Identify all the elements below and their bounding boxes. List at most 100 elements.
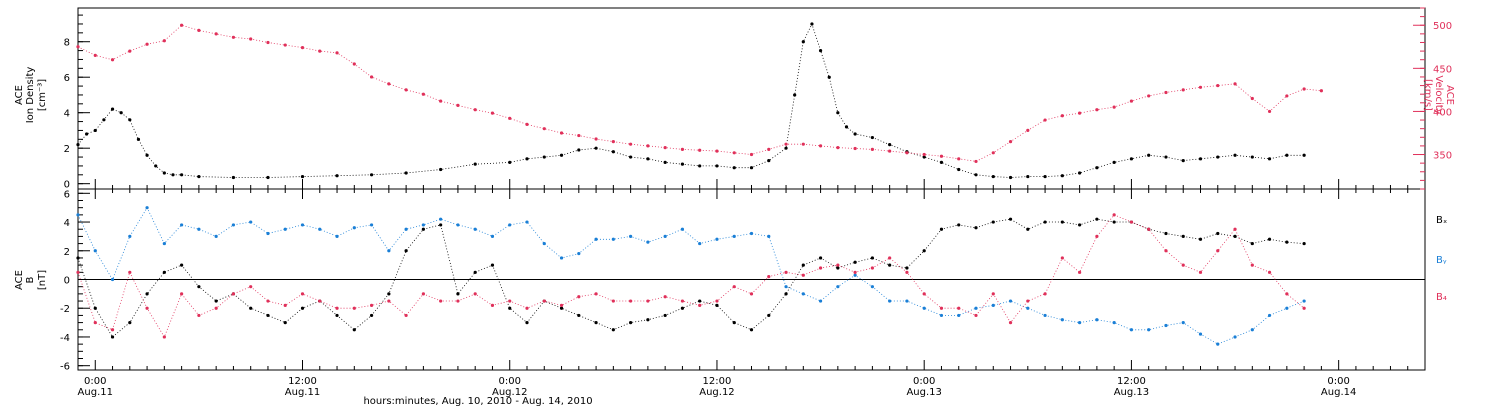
velocity-pink-point [93,53,97,58]
field-Bz-point [214,306,218,310]
field-By-point [801,292,805,296]
density-black-point [1112,160,1116,164]
velocity-pink-point [663,146,667,150]
field-Bx-point [888,263,892,267]
field-By-point [76,213,80,217]
field-Bz-point [836,263,840,267]
field-By-point [439,217,443,221]
density-black-point [957,167,961,172]
legend-bz: B₄ [1436,292,1447,303]
velocity-pink-point [318,49,322,53]
field-Bx-point [1216,231,1220,236]
velocity-pink-point [715,149,719,153]
data-points [76,22,1323,346]
field-Bz-point [663,295,667,299]
field-Bz-point [93,320,97,325]
density-black-point [1078,171,1082,175]
velocity-pink-point [214,32,218,36]
bottom-left-tick-label: 0 [64,276,70,287]
field-Bz-point [957,306,961,310]
velocity-pink-point [1285,94,1289,98]
velocity-pink-point [369,75,374,79]
field-By-point [922,306,926,310]
bottom-left-tick-label: 6 [64,189,70,200]
field-By-point [318,227,322,231]
field-By-point [784,285,788,289]
density-black-point [119,111,123,115]
time-tick-label: 0:00 [1327,376,1349,387]
density-black-point [525,157,529,161]
velocity-pink-point [1095,108,1099,112]
field-Bx-point [1250,241,1254,246]
field-By-point [525,220,529,224]
field-Bx-point [922,249,926,253]
density-black-point [1302,153,1306,157]
time-tick-label: 0:00 [84,376,106,387]
field-By-point [991,303,995,307]
field-Bx-point [594,320,598,325]
field-Bz-point [162,335,166,339]
top-left-axis-label-line2: Ion Density [25,67,36,124]
velocity-pink-point [974,159,978,164]
velocity-pink-point [110,58,115,62]
velocity-pink-point [853,146,857,151]
field-By-point [1078,320,1082,325]
field-Bz-point [629,299,633,303]
density-black-point [594,146,598,150]
field-By-point [490,234,495,239]
bottom-left-tick-label: -2 [60,304,70,315]
density-black-point [1008,175,1013,180]
field-By-point [473,227,477,231]
field-Bx-point [870,256,874,260]
velocity-pink-point [732,151,736,155]
field-By-point [421,223,425,227]
top-left-tick-label: 6 [64,73,70,84]
top-left-tick-label: 8 [64,38,70,49]
field-Bx-point [473,270,477,274]
field-By-point [732,234,736,239]
field-Bx-point [1060,220,1064,224]
field-Bx-point [680,306,685,310]
field-By-point [300,223,305,227]
field-Bz-point [525,306,529,310]
field-Bx-point [836,266,840,270]
velocity-pink-point [1078,111,1082,115]
density-black-point [1060,174,1064,178]
field-By-point [1060,318,1064,322]
density-black-point [266,175,270,180]
field-Bx-point [439,223,443,227]
time-axis-caption: hours:minutes, Aug. 10, 2010 - Aug. 14, … [363,396,592,407]
velocity-pink-point [991,151,995,155]
density-black-point [991,174,995,179]
date-tick-label: Aug.13 [906,387,941,398]
top-right-tick-label: 350 [1433,151,1452,162]
field-By-point [162,241,166,246]
top-right-tick-label: 450 [1433,64,1452,75]
field-Bx-point [110,335,115,339]
top-right-tick-label: 500 [1433,21,1452,32]
top-right-axis-units: [km/s] [1422,79,1433,111]
top-panel-frame [77,7,1426,190]
velocity-pink-point [76,45,80,49]
velocity-pink-point [542,127,546,131]
bottom-left-axis-label-line1: ACE [14,270,25,290]
density-black-point [439,167,443,172]
velocity-pink-point [197,28,201,33]
field-By-point [957,313,961,318]
density-black-point [335,174,339,178]
field-Bx-point [1043,220,1047,224]
density-black-point [1043,174,1047,179]
velocity-pink-point [1147,94,1151,98]
velocity-pink-point [1233,82,1237,86]
density-black-point [793,93,797,97]
field-Bz-point [646,299,650,303]
field-By-point [1147,328,1151,332]
density-black-trace [77,22,1305,178]
field-Bz-point [1147,227,1151,231]
field-Bz-point [110,328,115,332]
legend-bx: Bₓ [1436,215,1447,226]
velocity-pink-point [439,99,443,103]
field-Bx-point [1233,234,1237,239]
density-black-point [508,160,512,164]
field-Bx-trace [77,218,1305,338]
